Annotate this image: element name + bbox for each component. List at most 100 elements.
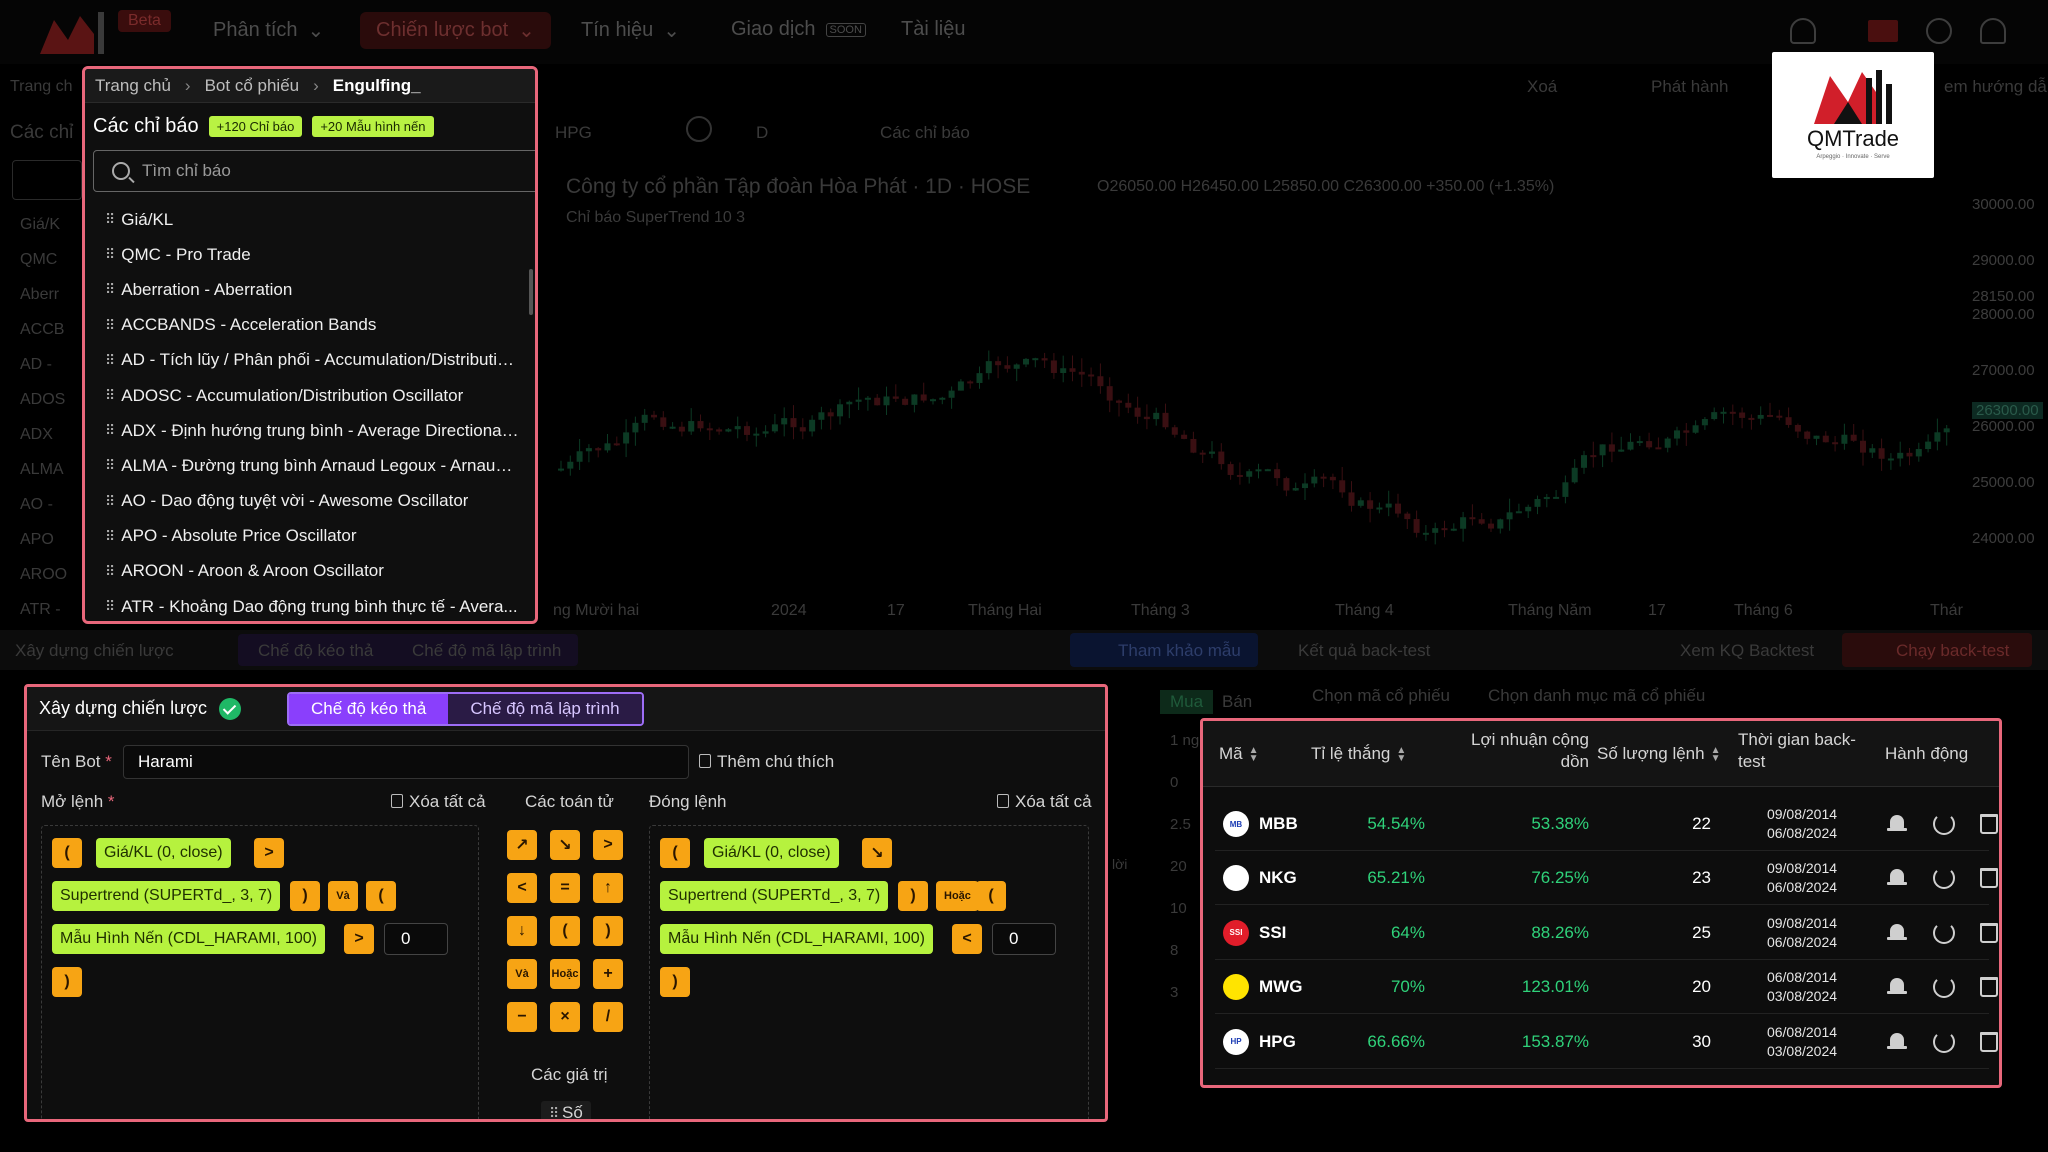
indicator-item[interactable]: ⠿ Giá/KL	[105, 202, 520, 237]
delete-button[interactable]	[1980, 797, 1998, 851]
close-paren-op-button[interactable]: )	[593, 916, 623, 946]
greater-than-chip[interactable]: >	[344, 924, 374, 954]
indicator-item[interactable]: ⠿ ALMA - Đường trung bình Arnaud Legoux -…	[105, 448, 520, 483]
add-note-button[interactable]: Thêm chú thích	[699, 752, 834, 772]
supertrend-chip[interactable]: Supertrend (SUPERTd_, 3, 7)	[660, 881, 889, 911]
number-input[interactable]: 0	[384, 923, 448, 955]
alert-button[interactable]	[1887, 851, 1907, 905]
indicator-count-badge: +120 Chỉ báo	[208, 116, 303, 137]
alert-button[interactable]	[1887, 906, 1907, 960]
indicator-item[interactable]: ⠿ ACCBANDS - Acceleration Bands	[105, 308, 520, 343]
number-input[interactable]: 0	[992, 923, 1056, 955]
open-paren-op-button[interactable]: (	[550, 916, 580, 946]
cross-down-chip[interactable]: ↘	[862, 838, 892, 868]
alert-button[interactable]	[1887, 1015, 1907, 1069]
table-row[interactable]: SSI SSI 64% 88.26% 25 09/08/2014 06/08/2024	[1215, 906, 1998, 960]
close-clear-all-button[interactable]: Xóa tất cả	[997, 792, 1092, 812]
open-clear-all-button[interactable]: Xóa tất cả	[391, 792, 486, 812]
candle-pattern-chip[interactable]: Mẫu Hình Nến (CDL_HARAMI, 100)	[52, 924, 325, 954]
cross-down-op-button[interactable]: ↘	[550, 830, 580, 860]
indicator-item[interactable]: ⠿ APO - Absolute Price Oscillator	[105, 519, 520, 554]
open-conditions-area[interactable]: ( Giá/KL (0, close) > Supertrend (SUPERT…	[41, 825, 479, 1119]
indicator-item[interactable]: ⠿ ATR - Khoảng Dao động trung bình thực t…	[105, 589, 520, 621]
or-op-button[interactable]: Hoặc	[550, 959, 580, 989]
breadcrumb-bot-stocks[interactable]: Bot cổ phiếu	[204, 75, 300, 95]
rerun-button[interactable]	[1933, 851, 1955, 905]
plus-op-button[interactable]: +	[593, 959, 623, 989]
up-op-button[interactable]: ↑	[593, 873, 623, 903]
equal-op-button[interactable]: =	[550, 873, 580, 903]
greater-than-chip[interactable]: >	[254, 838, 284, 868]
nav-analysis[interactable]: Phân tích ⌄	[213, 19, 325, 42]
and-op-button[interactable]: Và	[507, 959, 537, 989]
indicator-item[interactable]: ⠿ AROON - Aroon & Aroon Oscillator	[105, 554, 520, 589]
nav-docs[interactable]: Tài liệu	[901, 18, 966, 40]
rerun-button[interactable]	[1933, 797, 1955, 851]
close-paren-chip[interactable]: )	[52, 967, 82, 997]
code-mode-button[interactable]: Chế độ mã lập trình	[448, 693, 642, 724]
price-volume-chip[interactable]: Giá/KL (0, close)	[96, 838, 231, 868]
help-icon[interactable]	[1926, 18, 1952, 44]
sort-icon[interactable]: ▲ ▼	[1710, 744, 1721, 764]
table-row[interactable]: MB MBB 54.54% 53.38% 22 09/08/2014 06/08/2024	[1215, 797, 1998, 851]
open-paren-chip[interactable]: (	[660, 838, 690, 868]
and-chip[interactable]: Và	[328, 881, 358, 911]
bot-name-input[interactable]: Harami	[123, 745, 689, 779]
alert-button[interactable]	[1887, 960, 1907, 1014]
cross-up-op-button[interactable]: ↗	[507, 830, 537, 860]
bell-icon[interactable]	[1980, 18, 2006, 44]
nav-bot-strategy[interactable]: Chiến lược bot ⌄	[360, 12, 551, 49]
close-paren-chip[interactable]: )	[290, 881, 320, 911]
sort-icon[interactable]: ▲ ▼	[1396, 744, 1407, 764]
price-volume-chip[interactable]: Giá/KL (0, close)	[704, 838, 839, 868]
table-row[interactable]: MWG 70% 123.01% 20 06/08/2014 03/08/2024	[1215, 960, 1998, 1015]
open-paren-chip[interactable]: (	[52, 838, 82, 868]
alert-button[interactable]	[1887, 797, 1907, 851]
user-icon[interactable]	[1790, 18, 1816, 44]
breadcrumb-home[interactable]: Trang chủ	[95, 75, 171, 95]
divide-op-button[interactable]: /	[593, 1002, 623, 1032]
indicator-item[interactable]: ⠿ Aberration - Aberration	[105, 272, 520, 307]
delete-button[interactable]	[1980, 1015, 1998, 1069]
close-paren-chip[interactable]: )	[660, 967, 690, 997]
drag-mode-button[interactable]: Chế độ kéo thả	[289, 693, 449, 724]
candle-pattern-chip[interactable]: Mẫu Hình Nến (CDL_HARAMI, 100)	[660, 924, 933, 954]
minus-op-button[interactable]: −	[507, 1002, 537, 1032]
rerun-button[interactable]	[1933, 1015, 1955, 1069]
greater-op-button[interactable]: >	[593, 830, 623, 860]
app-logo-icon[interactable]	[40, 12, 108, 54]
number-value-chip[interactable]: ⠿ Số	[541, 1101, 591, 1119]
search-input[interactable]	[142, 161, 522, 181]
indicator-item[interactable]: ⠿ ADOSC - Accumulation/Distribution Oscil…	[105, 378, 520, 413]
delete-button[interactable]	[1980, 906, 1998, 960]
open-paren-chip[interactable]: (	[976, 881, 1006, 911]
delete-button[interactable]	[1980, 851, 1998, 905]
header-orders[interactable]: Số lượng lệnh ▲ ▼	[1597, 744, 1721, 764]
close-paren-chip[interactable]: )	[898, 881, 928, 911]
language-flag-icon[interactable]	[1868, 20, 1898, 42]
indicator-item[interactable]: ⠿ AO - Dao động tuyệt vời - Awesome Oscil…	[105, 484, 520, 519]
nav-trading[interactable]: Giao dịch SOON	[731, 18, 866, 41]
indicator-item[interactable]: ⠿ ADX - Định hướng trung bình - Average D…	[105, 413, 520, 448]
table-row[interactable]: NKG 65.21% 76.25% 23 09/08/2014 06/08/2024	[1215, 851, 1998, 906]
rerun-button[interactable]	[1933, 960, 1955, 1014]
header-code[interactable]: Mã ▲ ▼	[1219, 744, 1259, 764]
less-than-chip[interactable]: <	[952, 924, 982, 954]
supertrend-chip[interactable]: Supertrend (SUPERTd_, 3, 7)	[52, 881, 281, 911]
down-op-button[interactable]: ↓	[507, 916, 537, 946]
sort-icon[interactable]: ▲ ▼	[1248, 744, 1259, 764]
header-win-rate[interactable]: Tỉ lệ thắng ▲ ▼	[1311, 744, 1407, 764]
table-row[interactable]: HP HPG 66.66% 153.87% 30 06/08/2014 03/08/2024	[1215, 1015, 1998, 1069]
indicator-item[interactable]: ⠿ AD - Tích lũy / Phân phối - Accumulatio…	[105, 343, 520, 378]
or-chip[interactable]: Hoặc	[936, 881, 979, 911]
rerun-button[interactable]	[1933, 906, 1955, 960]
multiply-op-button[interactable]: ×	[550, 1002, 580, 1032]
less-op-button[interactable]: <	[507, 873, 537, 903]
indicator-item[interactable]: ⠿ QMC - Pro Trade	[105, 237, 520, 272]
open-paren-chip[interactable]: (	[366, 881, 396, 911]
bg-indicator-item: Giá/K	[20, 216, 61, 233]
nav-signals[interactable]: Tín hiệu ⌄	[581, 19, 681, 42]
scrollbar[interactable]	[529, 269, 533, 315]
delete-button[interactable]	[1980, 960, 1998, 1014]
close-conditions-area[interactable]: ( Giá/KL (0, close) ↘ Supertrend (SUPERT…	[649, 825, 1089, 1119]
